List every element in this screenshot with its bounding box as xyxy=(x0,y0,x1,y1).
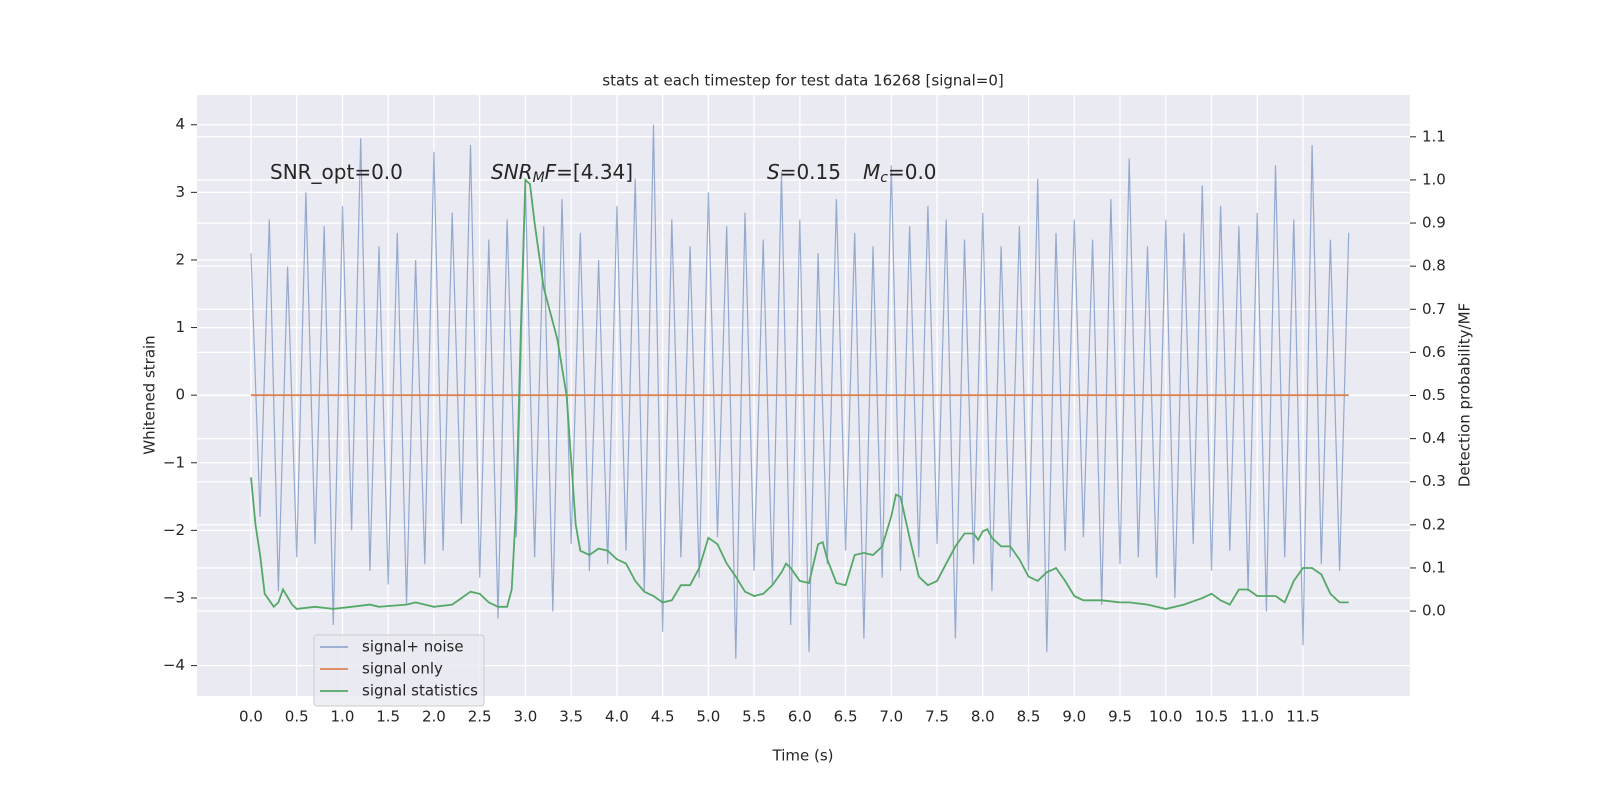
annotation-part: S xyxy=(767,160,780,184)
y-tick-label: 4 xyxy=(175,115,185,133)
series-line xyxy=(250,177,1349,610)
y2-tick-label: 0.1 xyxy=(1422,558,1446,576)
x-tick-label: 0.5 xyxy=(285,708,309,726)
x-tick-label: 8.5 xyxy=(1017,708,1041,726)
legend-label: signal statistics xyxy=(362,682,478,700)
x-tick-label: 9.0 xyxy=(1062,708,1086,726)
x-tick-label: 5.5 xyxy=(742,708,766,726)
annotation-part: =[4.34] xyxy=(556,160,633,184)
legend-label: signal+ noise xyxy=(362,638,464,656)
x-tick-label: 2.0 xyxy=(422,708,446,726)
y2-tick-label: 0.3 xyxy=(1422,472,1446,490)
x-tick-label: 11.5 xyxy=(1286,708,1319,726)
x-tick-label: 9.5 xyxy=(1108,708,1132,726)
x-tick-label: 5.0 xyxy=(696,708,720,726)
y2-tick-label: 1.0 xyxy=(1422,170,1446,188)
annotation-part: =0.15 xyxy=(780,160,841,184)
x-tick-label: 1.5 xyxy=(376,708,400,726)
series-line xyxy=(250,124,1350,659)
y2-tick-label: 1.1 xyxy=(1422,127,1446,145)
x-tick-label: 1.0 xyxy=(331,708,355,726)
y2-tick-label: 0.4 xyxy=(1422,429,1446,447)
legend-box xyxy=(313,634,485,707)
x-tick-label: 6.0 xyxy=(788,708,812,726)
x-tick-label: 3.0 xyxy=(513,708,537,726)
annotation: SNR_opt=0.0 xyxy=(270,160,403,184)
annotation: S=0.15 Mc=0.0 xyxy=(767,160,937,187)
y-tick-label: −2 xyxy=(163,521,185,539)
x-tick-label: 0.0 xyxy=(239,708,263,726)
x-tick-label: 10.5 xyxy=(1195,708,1228,726)
annotation-part: F xyxy=(545,160,557,184)
x-tick-label: 4.0 xyxy=(605,708,629,726)
y2-tick-label: 0.8 xyxy=(1422,257,1446,275)
y2-axis-label: Detection probability/MF xyxy=(1456,303,1474,487)
x-tick-label: 7.5 xyxy=(925,708,949,726)
x-tick-label: 8.0 xyxy=(971,708,995,726)
y2-tick-label: 0.0 xyxy=(1422,602,1446,620)
y2-tick-label: 0.5 xyxy=(1422,386,1446,404)
y-tick-label: −1 xyxy=(163,453,185,471)
annotation-part: SNR xyxy=(491,160,533,184)
y-tick-label: 1 xyxy=(175,318,185,336)
y2-tick-label: 0.6 xyxy=(1422,343,1446,361)
x-tick-label: 4.5 xyxy=(651,708,675,726)
x-tick-label: 6.5 xyxy=(834,708,858,726)
x-tick-label: 11.0 xyxy=(1241,708,1274,726)
y2-tick-label: 0.9 xyxy=(1422,214,1446,232)
y-tick-label: 2 xyxy=(175,250,185,268)
annotation: SNRMF=[4.34] xyxy=(491,160,633,187)
legend-label: signal only xyxy=(362,660,443,678)
y-tick-label: −4 xyxy=(163,656,185,674)
y-tick-label: 0 xyxy=(175,386,185,404)
x-tick-label: 10.0 xyxy=(1149,708,1182,726)
x-tick-label: 2.5 xyxy=(468,708,492,726)
x-axis-label: Time (s) xyxy=(772,747,834,765)
y-tick-label: −3 xyxy=(163,588,185,606)
annotation-part: =0.0 xyxy=(888,160,937,184)
y2-tick-label: 0.7 xyxy=(1422,300,1446,318)
x-tick-label: 3.5 xyxy=(559,708,583,726)
annotation-part: c xyxy=(880,170,888,186)
annotation-part: M xyxy=(533,170,545,186)
x-tick-label: 7.0 xyxy=(879,708,903,726)
chart-title: stats at each timestep for test data 162… xyxy=(602,72,1003,90)
y2-tick-label: 0.2 xyxy=(1422,515,1446,533)
y-axis-label: Whitened strain xyxy=(141,335,159,454)
annotation-part: M xyxy=(863,160,880,184)
annotation-part: SNR_opt=0.0 xyxy=(270,160,403,184)
y-tick-label: 3 xyxy=(175,183,185,201)
